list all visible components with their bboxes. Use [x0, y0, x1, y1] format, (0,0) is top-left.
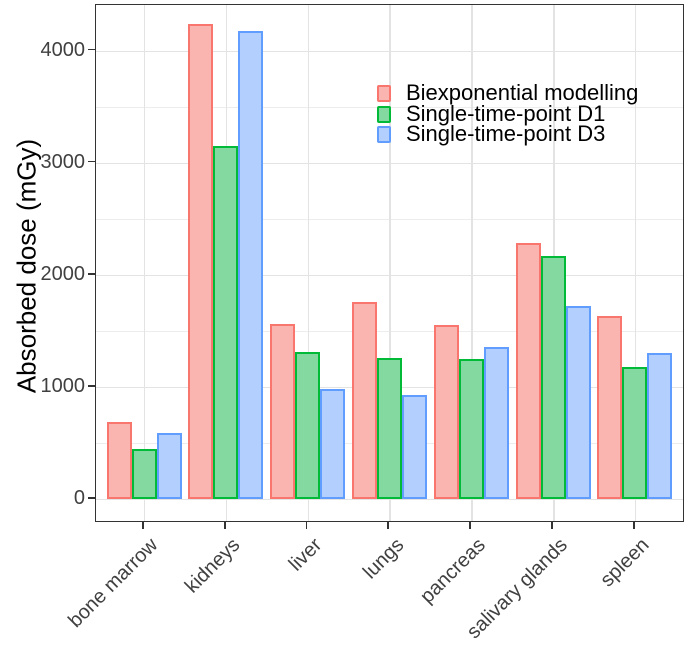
y-axis-tick	[88, 272, 95, 275]
x-axis-tick	[387, 522, 390, 529]
bar-kidneys-series1	[188, 23, 214, 499]
bar-kidneys-series2	[213, 145, 239, 499]
bar-spleen-series3	[647, 353, 673, 499]
y-tick-label: 3000	[40, 150, 86, 173]
bar-salivary-glands-series1	[515, 243, 541, 499]
bar-lungs-series3	[401, 394, 427, 499]
legend-item-label: Single-time-point D1	[406, 100, 606, 126]
x-tick-label: spleen	[596, 534, 654, 592]
x-tick-label: liver	[284, 534, 327, 576]
bar-pancreas-series2	[458, 358, 484, 499]
bar-liver-series2	[295, 352, 321, 499]
legend-key-swatch	[377, 105, 391, 123]
legend-item-label: Biexponential modelling	[406, 80, 639, 105]
y-tick-label: 2000	[40, 262, 86, 285]
gridline-vertical	[634, 5, 637, 521]
y-tick-label: 4000	[40, 38, 86, 61]
x-axis-tick	[551, 522, 553, 529]
y-axis-tick	[88, 384, 95, 387]
gridline-vertical	[307, 5, 310, 521]
y-tick-label: 0	[73, 487, 85, 509]
legend-key-swatch	[377, 126, 391, 144]
bar-pancreas-series3	[483, 346, 509, 499]
x-tick-label: pancreas	[416, 534, 490, 608]
legend-item: Single-time-point D1	[377, 100, 638, 126]
bar-spleen-series1	[597, 316, 623, 499]
legend-item: Single-time-point D3	[377, 121, 638, 147]
legend-item: Biexponential modelling	[377, 80, 639, 105]
x-tick-label: lungs	[358, 534, 409, 584]
bar-lungs-series2	[376, 357, 402, 499]
bar-kidneys-series3	[238, 31, 264, 499]
legend-key-swatch	[377, 84, 391, 102]
bar-bone-marrow-series1	[106, 421, 132, 499]
bar-liver-series3	[320, 389, 346, 499]
bar-liver-series1	[270, 324, 296, 499]
x-axis-tick	[142, 522, 144, 529]
bar-salivary-glands-series2	[540, 255, 566, 499]
y-tick-label: 1000	[40, 374, 86, 397]
x-axis-tick	[305, 522, 308, 529]
gridline-vertical	[144, 5, 146, 521]
bar-bone-marrow-series3	[156, 432, 182, 499]
x-axis-tick	[223, 522, 226, 529]
bar-salivary-glands-series3	[565, 306, 591, 499]
y-axis-tick	[88, 160, 95, 163]
gridline-vertical	[471, 5, 473, 521]
bar-bone-marrow-series2	[131, 448, 157, 499]
bar-pancreas-series1	[433, 325, 459, 499]
y-axis-tick	[88, 497, 95, 499]
x-axis-tick	[632, 522, 635, 529]
legend-item-label: Single-time-point D3	[406, 121, 606, 147]
x-axis-tick	[469, 522, 472, 529]
bar-lungs-series1	[351, 301, 377, 499]
bar-spleen-series2	[622, 366, 648, 499]
y-axis-tick	[88, 48, 95, 51]
legend: Biexponential modelling Single-time-point…	[377, 80, 639, 147]
gridline-vertical	[389, 5, 391, 521]
x-tick-label: kidneys	[180, 534, 245, 598]
x-tick-label: bone marrow	[64, 534, 163, 633]
